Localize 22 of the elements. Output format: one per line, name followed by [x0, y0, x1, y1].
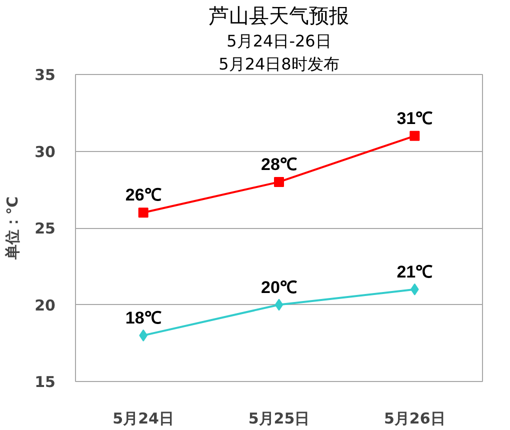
data-label: 21℃	[396, 262, 433, 282]
point	[410, 130, 420, 141]
text: 5月24日8时发布	[218, 54, 340, 74]
point	[274, 176, 284, 187]
x-tick-label: 5月24日	[112, 410, 174, 428]
y-tick-label: 25	[34, 220, 56, 238]
x-tick-label: 5月25日	[248, 410, 310, 428]
y-axis-title: 单位：℃	[4, 196, 22, 261]
point	[138, 208, 148, 218]
y-tick-label: 30	[34, 142, 56, 161]
y-tick-label: 20	[34, 296, 56, 314]
y-tick-label: 15	[34, 373, 56, 391]
data-label: 18℃	[125, 308, 162, 328]
y-tick-label: 35	[34, 66, 56, 84]
chart-title: 芦山县天气预报	[209, 4, 349, 28]
data-label: 26℃	[125, 186, 162, 205]
chart-subtitle: 5月24日-26日	[226, 32, 332, 50]
data-label: 28℃	[261, 154, 297, 174]
data-label: 31℃	[396, 108, 433, 128]
x-tick-label: 5月26日	[384, 410, 446, 428]
point	[274, 298, 284, 311]
data-label: 20℃	[261, 278, 297, 297]
